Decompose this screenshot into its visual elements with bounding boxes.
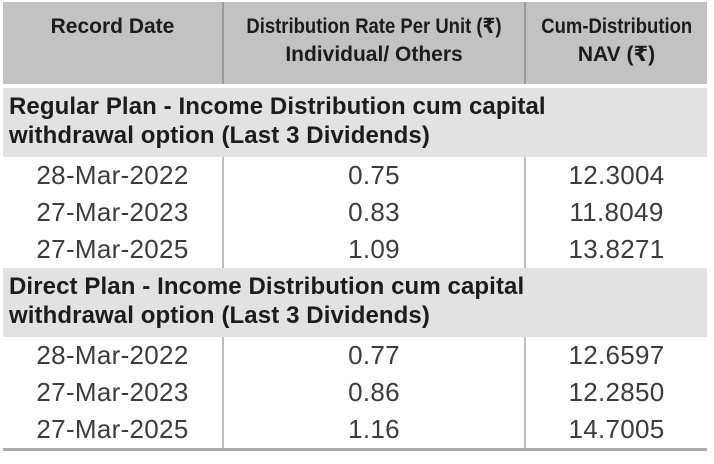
- rate-cell: 0.86: [224, 374, 526, 411]
- nav-cell: 14.7005: [568, 414, 665, 444]
- header-record-date: Record Date: [3, 2, 224, 84]
- rate-cell: 0.77: [224, 337, 526, 374]
- table-row: 28-Mar-2022 0.75 12.3004: [3, 157, 707, 194]
- section-header-regular-plan: Regular Plan - Income Distribution cum c…: [3, 88, 707, 157]
- record-date-cell: 28-Mar-2022: [3, 157, 224, 194]
- nav-cell: 13.8271: [568, 234, 665, 264]
- table-row: 27-Mar-2025 1.09 13.8271: [3, 231, 707, 268]
- nav-cell: 12.2850: [568, 377, 665, 407]
- record-date-cell: 27-Mar-2023: [3, 374, 224, 411]
- dividend-history-table: Record Date Distribution Rate Per Unit (…: [3, 2, 707, 451]
- nav-cell: 12.3004: [568, 160, 665, 190]
- rate-cell: 1.09: [224, 231, 526, 268]
- rate-cell: 0.75: [224, 157, 526, 194]
- table-row: 28-Mar-2022 0.77 12.6597: [3, 337, 707, 374]
- rate-cell: 1.16: [224, 411, 526, 448]
- nav-cell: 11.8049: [569, 197, 664, 227]
- section-title: Direct Plan - Income Distribution cum ca…: [9, 273, 525, 329]
- record-date-cell: 27-Mar-2025: [3, 231, 224, 268]
- table-row: 27-Mar-2023 0.83 11.8049: [3, 194, 707, 231]
- record-date-cell: 27-Mar-2023: [3, 194, 224, 231]
- header-cum-distribution-line2: NAV (₹): [577, 43, 656, 66]
- header-distribution-rate-line1: Distribution Rate Per Unit (₹): [246, 15, 502, 38]
- section-title: Regular Plan - Income Distribution cum c…: [9, 93, 546, 149]
- header-cum-distribution-line1: Cum-Distribution: [541, 15, 692, 38]
- table-row: 27-Mar-2025 1.16 14.7005: [3, 411, 707, 448]
- table-row: 27-Mar-2023 0.86 12.2850: [3, 374, 707, 411]
- record-date-cell: 28-Mar-2022: [3, 337, 224, 374]
- nav-cell: 12.6597: [568, 340, 665, 370]
- header-distribution-rate-line2: Individual/ Others: [285, 43, 463, 66]
- header-cum-distribution-nav: Cum-Distribution NAV (₹): [526, 2, 707, 84]
- header-record-date-label: Record Date: [50, 15, 175, 38]
- record-date-cell: 27-Mar-2025: [3, 411, 224, 448]
- header-distribution-rate: Distribution Rate Per Unit (₹) Individua…: [224, 2, 526, 84]
- rate-cell: 0.83: [224, 194, 526, 231]
- table-header-row: Record Date Distribution Rate Per Unit (…: [3, 2, 707, 84]
- section-header-direct-plan: Direct Plan - Income Distribution cum ca…: [3, 268, 707, 337]
